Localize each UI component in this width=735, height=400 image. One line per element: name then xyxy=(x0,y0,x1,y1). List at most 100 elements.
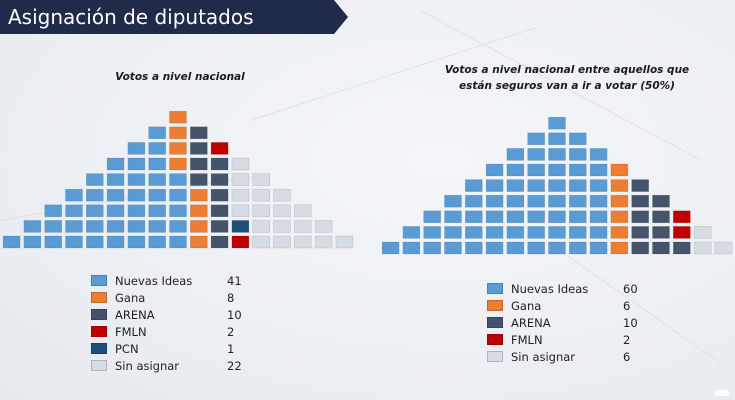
seat-nuevas-ideas xyxy=(423,210,442,224)
seat-nuevas-ideas xyxy=(548,116,566,130)
legend-item-gana: Gana 6 xyxy=(487,299,657,315)
seat-nuevas-ideas xyxy=(464,241,483,255)
legend-count: 22 xyxy=(227,359,242,373)
seat-arena xyxy=(631,179,650,192)
seat-sin-asignar xyxy=(314,235,333,249)
seat-nuevas-ideas xyxy=(148,142,166,155)
seat-nuevas-ideas xyxy=(65,235,83,249)
legend-label: Sin asignar xyxy=(115,359,180,373)
seat-nuevas-ideas xyxy=(485,194,504,208)
legend-swatch xyxy=(91,360,107,371)
seat-nuevas-ideas xyxy=(106,173,125,186)
seat-arena xyxy=(652,194,670,208)
legend-label: Nuevas Ideas xyxy=(115,274,193,288)
seat-nuevas-ideas xyxy=(568,194,587,208)
seat-nuevas-ideas xyxy=(527,226,546,239)
legend-swatch xyxy=(487,300,503,311)
seat-arena xyxy=(190,157,208,171)
seat-gana xyxy=(169,142,187,155)
seat-gana xyxy=(169,126,187,140)
seat-nuevas-ideas xyxy=(44,220,63,233)
legend-swatch xyxy=(91,292,107,303)
left-chart-title: Votos a nivel nacional xyxy=(115,71,245,83)
legend-swatch xyxy=(487,351,503,362)
seat-fmln xyxy=(210,142,229,155)
seat-sin-asignar xyxy=(231,188,250,202)
seat-arena xyxy=(631,226,650,239)
seat-nuevas-ideas xyxy=(464,179,483,192)
seat-nuevas-ideas xyxy=(589,148,608,161)
seat-nuevas-ideas xyxy=(127,142,146,155)
seat-nuevas-ideas xyxy=(506,179,525,192)
legend-swatch xyxy=(487,334,503,345)
legend-item-arena: ARENA 10 xyxy=(487,316,657,332)
seat-nuevas-ideas xyxy=(86,235,104,249)
seat-nuevas-ideas xyxy=(506,226,525,239)
seat-nuevas-ideas xyxy=(106,157,125,171)
seat-sin-asignar xyxy=(273,235,291,249)
legend-label: ARENA xyxy=(115,308,155,322)
seat-nuevas-ideas xyxy=(127,204,146,218)
legend-label: Nuevas Ideas xyxy=(511,282,589,296)
seat-nuevas-ideas xyxy=(548,226,566,239)
seat-nuevas-ideas xyxy=(506,194,525,208)
seat-nuevas-ideas xyxy=(148,157,166,171)
seat-nuevas-ideas xyxy=(568,210,587,224)
seat-nuevas-ideas xyxy=(23,235,42,249)
seat-nuevas-ideas xyxy=(169,173,187,186)
legend-count: 2 xyxy=(623,333,631,347)
seat-sin-asignar xyxy=(252,220,270,233)
legend-label: Gana xyxy=(511,299,542,313)
seat-sin-asignar xyxy=(314,220,333,233)
seat-nuevas-ideas xyxy=(589,179,608,192)
seat-nuevas-ideas xyxy=(548,179,566,192)
legend-swatch xyxy=(91,326,107,337)
seat-nuevas-ideas xyxy=(527,132,546,146)
seat-nuevas-ideas xyxy=(444,226,462,239)
seat-arena xyxy=(190,142,208,155)
seat-nuevas-ideas xyxy=(23,220,42,233)
seat-gana xyxy=(610,194,629,208)
seat-nuevas-ideas xyxy=(148,173,166,186)
page-title: Asignación de diputados xyxy=(8,5,254,29)
legend-item-sin-asignar: Sin asignar 6 xyxy=(487,350,657,366)
seat-nuevas-ideas xyxy=(589,210,608,224)
seat-fmln xyxy=(672,210,691,224)
seat-arena xyxy=(652,226,670,239)
seat-nuevas-ideas xyxy=(402,241,421,255)
legend-swatch xyxy=(91,343,107,354)
legend-item-sin-asignar: Sin asignar 22 xyxy=(91,359,261,375)
legend-count: 60 xyxy=(623,282,638,296)
seat-arena xyxy=(631,194,650,208)
legend-label: FMLN xyxy=(511,333,543,347)
seat-sin-asignar xyxy=(293,204,312,218)
seat-nuevas-ideas xyxy=(527,148,546,161)
seat-nuevas-ideas xyxy=(589,163,608,177)
seat-nuevas-ideas xyxy=(148,220,166,233)
seat-nuevas-ideas xyxy=(589,194,608,208)
seat-nuevas-ideas xyxy=(506,163,525,177)
seat-nuevas-ideas xyxy=(527,210,546,224)
seat-nuevas-ideas xyxy=(65,220,83,233)
seat-nuevas-ideas xyxy=(106,235,125,249)
seat-nuevas-ideas xyxy=(106,220,125,233)
legend-label: Sin asignar xyxy=(511,350,576,364)
seat-sin-asignar xyxy=(252,173,270,186)
legend-count: 8 xyxy=(227,291,235,305)
seat-nuevas-ideas xyxy=(506,241,525,255)
seat-fmln xyxy=(231,235,250,249)
seat-nuevas-ideas xyxy=(527,194,546,208)
seat-fmln xyxy=(672,226,691,239)
seat-pcn xyxy=(231,220,250,233)
seat-gana xyxy=(190,235,208,249)
seat-nuevas-ideas xyxy=(148,188,166,202)
seat-sin-asignar xyxy=(231,204,250,218)
seat-nuevas-ideas xyxy=(589,241,608,255)
seat-nuevas-ideas xyxy=(169,235,187,249)
seat-nuevas-ideas xyxy=(444,194,462,208)
legend-count: 6 xyxy=(623,350,631,364)
legend-item-nuevas-ideas: Nuevas Ideas 60 xyxy=(487,282,657,298)
seat-gana xyxy=(169,110,187,124)
seat-arena xyxy=(672,241,691,255)
